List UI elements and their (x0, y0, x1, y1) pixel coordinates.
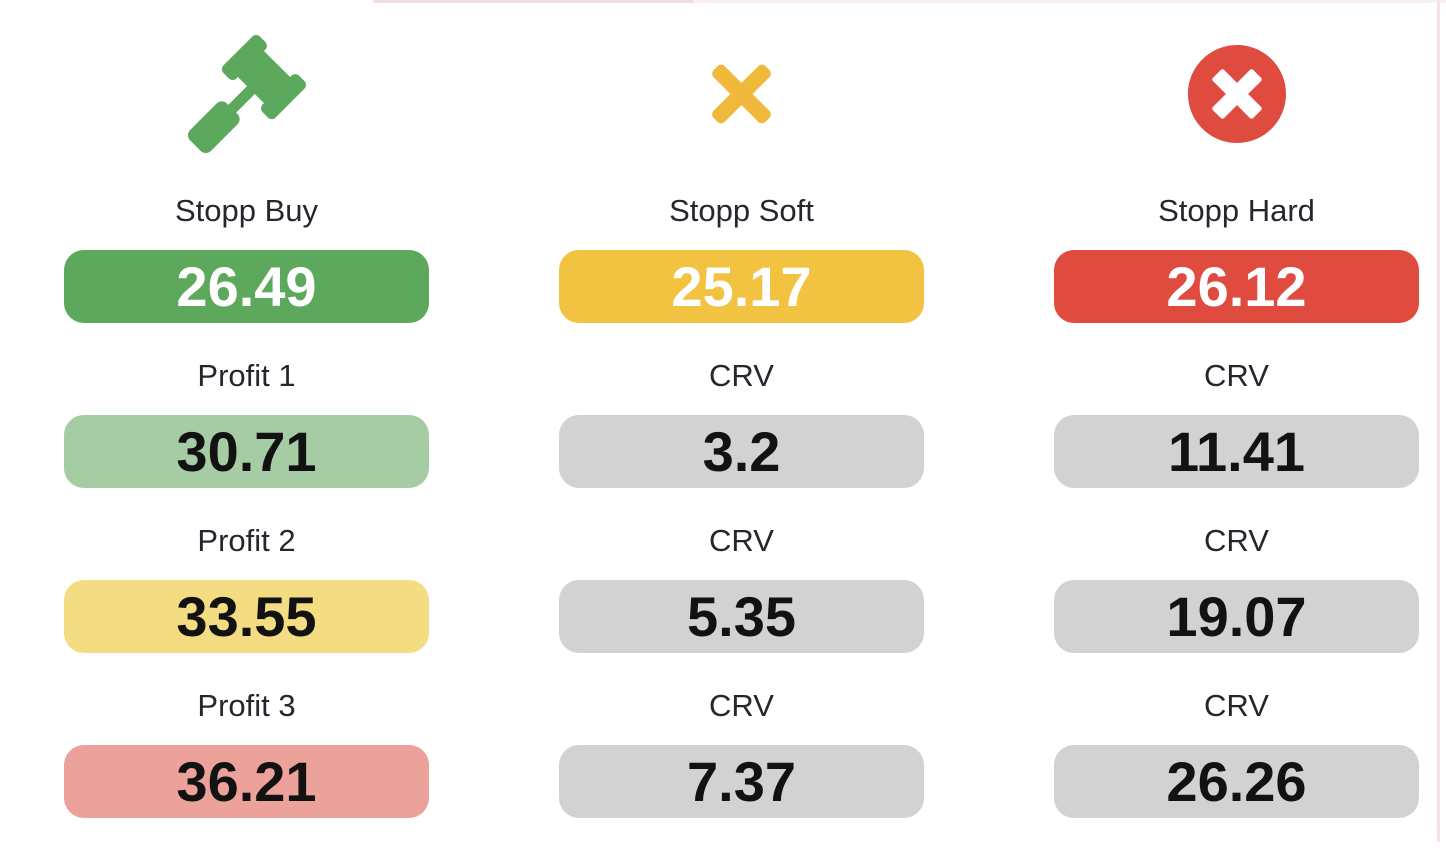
crv-hard-3-label: CRV (1204, 688, 1269, 723)
stopp-hard-label: Stopp Hard (1158, 193, 1315, 228)
crv-hard-2-value-pill[interactable]: 19.07 (1054, 580, 1419, 653)
profit-3-cell: Profit 3 36.21 (64, 683, 429, 818)
profit-1-label: Profit 1 (197, 358, 296, 393)
stopp-buy-value-pill[interactable]: 26.49 (64, 250, 429, 323)
crv-soft-1-value-pill[interactable]: 3.2 (559, 415, 924, 488)
column-stopp-hard: Stopp Hard 26.12 CRV 11.41 CRV 19.07 CRV… (1054, 0, 1419, 848)
crv-soft-2-cell: CRV 5.35 (559, 518, 924, 653)
stopp-buy-cell: Stopp Buy 26.49 (64, 188, 429, 323)
profit-1-cell: Profit 1 30.71 (64, 353, 429, 488)
stopp-hard-cell: Stopp Hard 26.12 (1054, 188, 1419, 323)
profit-2-label: Profit 2 (197, 523, 296, 558)
profit-2-cell: Profit 2 33.55 (64, 518, 429, 653)
profit-2-value-pill[interactable]: 33.55 (64, 580, 429, 653)
crv-hard-3-cell: CRV 26.26 (1054, 683, 1419, 818)
right-border (1437, 0, 1440, 842)
crv-soft-3-cell: CRV 7.37 (559, 683, 924, 818)
crv-hard-2-label: CRV (1204, 523, 1269, 558)
top-border (373, 0, 1446, 3)
stopp-soft-cell: Stopp Soft 25.17 (559, 188, 924, 323)
crv-hard-2-cell: CRV 19.07 (1054, 518, 1419, 653)
x-icon (559, 0, 924, 188)
crv-soft-1-label: CRV (709, 358, 774, 393)
stopp-buy-label: Stopp Buy (174, 193, 319, 228)
stopp-hard-value-pill[interactable]: 26.12 (1054, 250, 1419, 323)
profit-1-value-pill[interactable]: 30.71 (64, 415, 429, 488)
profit-3-value-pill[interactable]: 36.21 (64, 745, 429, 818)
crv-hard-1-label: CRV (1204, 358, 1269, 393)
crv-soft-3-label: CRV (709, 688, 774, 723)
crv-soft-1-cell: CRV 3.2 (559, 353, 924, 488)
column-stopp-soft: Stopp Soft 25.17 CRV 3.2 CRV 5.35 CRV 7.… (559, 0, 924, 848)
crv-soft-3-value-pill[interactable]: 7.37 (559, 745, 924, 818)
gavel-icon (64, 0, 429, 188)
profit-3-label: Profit 3 (197, 688, 296, 723)
crv-soft-2-value-pill[interactable]: 5.35 (559, 580, 924, 653)
circle-x-icon (1054, 0, 1419, 188)
crv-hard-1-value-pill[interactable]: 11.41 (1054, 415, 1419, 488)
column-stopp-buy: Stopp Buy 26.49 Profit 1 30.71 Profit 2 … (64, 0, 429, 848)
crv-hard-1-cell: CRV 11.41 (1054, 353, 1419, 488)
stopp-soft-label: Stopp Soft (669, 193, 814, 228)
crv-hard-3-value-pill[interactable]: 26.26 (1054, 745, 1419, 818)
crv-soft-2-label: CRV (709, 523, 774, 558)
stopp-soft-value-pill[interactable]: 25.17 (559, 250, 924, 323)
